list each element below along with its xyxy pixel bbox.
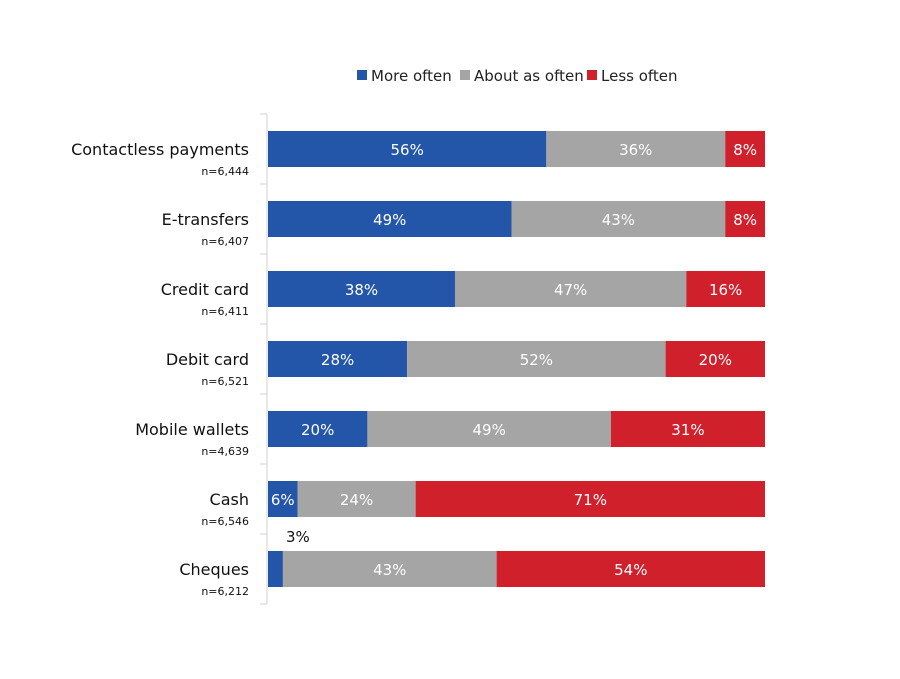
sample-size-label: n=6,411 — [201, 305, 249, 318]
legend-swatch-1 — [460, 70, 470, 80]
data-label: 43% — [602, 211, 635, 229]
data-label: 16% — [709, 281, 742, 299]
bar-segment-about-as-often — [297, 481, 416, 517]
legend-label-2: Less often — [601, 67, 678, 85]
data-label: 24% — [340, 491, 373, 509]
legend-label-0: More often — [371, 67, 452, 85]
data-label: 6% — [271, 491, 295, 509]
data-label: 54% — [614, 561, 647, 579]
bar-segment-more-often — [268, 411, 368, 447]
data-label: 49% — [373, 211, 406, 229]
data-label: 20% — [301, 421, 334, 439]
bar-segment-more-often — [268, 131, 547, 167]
sample-size-label: n=6,521 — [201, 375, 249, 388]
data-label: 3% — [286, 528, 310, 546]
data-label: 49% — [472, 421, 505, 439]
bar-segment-less-often — [686, 271, 765, 307]
bar-segment-less-often — [665, 341, 765, 377]
bar-segment-more-often — [268, 271, 455, 307]
sample-size-label: n=6,212 — [201, 585, 249, 598]
data-label: 47% — [554, 281, 587, 299]
bar-segment-about-as-often — [454, 271, 687, 307]
bar-segment-about-as-often — [282, 551, 497, 587]
sample-size-label: n=6,407 — [201, 235, 249, 248]
bar-segment-more-often — [268, 551, 283, 587]
legend-swatch-0 — [357, 70, 367, 80]
data-label: 31% — [671, 421, 704, 439]
bar-segment-about-as-often — [367, 411, 611, 447]
legend-swatch-2 — [587, 70, 597, 80]
bar-segment-less-often — [610, 411, 765, 447]
data-label: 8% — [733, 141, 757, 159]
bar-segment-less-often — [415, 481, 765, 517]
data-label: 56% — [390, 141, 423, 159]
data-label: 52% — [520, 351, 553, 369]
category-label: Debit card — [166, 350, 249, 369]
bar-segment-more-often — [268, 341, 408, 377]
category-label: Contactless payments — [71, 140, 249, 159]
data-label: 43% — [373, 561, 406, 579]
data-label: 38% — [345, 281, 378, 299]
legend-label-1: About as often — [474, 67, 584, 85]
bar-segment-less-often — [725, 201, 765, 237]
data-label: 36% — [619, 141, 652, 159]
data-label: 28% — [321, 351, 354, 369]
bar-segment-less-often — [725, 131, 765, 167]
category-label: Cheques — [179, 560, 249, 579]
bar-segment-more-often — [268, 481, 298, 517]
bar-segment-about-as-often — [407, 341, 666, 377]
bar-segment-about-as-often — [511, 201, 726, 237]
data-label: 20% — [699, 351, 732, 369]
sample-size-label: n=6,444 — [201, 165, 249, 178]
category-label: E-transfers — [162, 210, 249, 229]
data-label: 8% — [733, 211, 757, 229]
sample-size-label: n=6,546 — [201, 515, 249, 528]
data-label: 71% — [574, 491, 607, 509]
bar-segment-less-often — [496, 551, 765, 587]
sample-size-label: n=4,639 — [201, 445, 249, 458]
category-label: Cash — [210, 490, 249, 509]
category-label: Credit card — [161, 280, 249, 299]
bar-segment-about-as-often — [546, 131, 726, 167]
bar-segment-more-often — [268, 201, 512, 237]
category-label: Mobile wallets — [135, 420, 249, 439]
